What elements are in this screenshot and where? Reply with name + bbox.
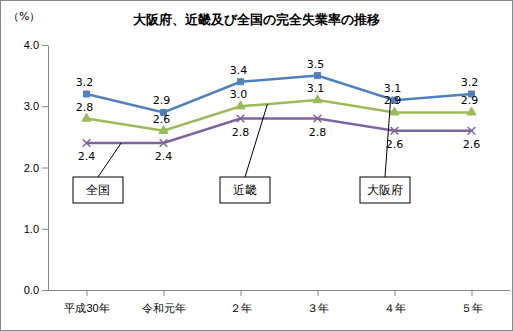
tick: ２年 xyxy=(230,290,252,314)
tick: 0.0 xyxy=(24,284,48,296)
tick: 3.0 xyxy=(24,100,48,112)
marker xyxy=(315,73,321,79)
series-line xyxy=(87,76,472,113)
data-label: 3.4 xyxy=(230,64,248,77)
tick-label: 0.0 xyxy=(24,284,39,296)
y-axis: 0.0 1.0 2.0 3.0 4.0 xyxy=(24,39,49,296)
data-labels: 3.22.93.43.53.13.22.82.63.03.12.92.92.42… xyxy=(76,58,481,163)
tick-label: ４年 xyxy=(384,302,406,314)
data-label: 2.9 xyxy=(153,94,171,107)
frame xyxy=(1,1,513,331)
series-line xyxy=(87,100,472,131)
x-axis: 平成30年 令和元年 ２年 ３年 ４年 ５年 xyxy=(48,290,510,314)
tick-mark xyxy=(472,290,473,296)
series-name: 全国 xyxy=(86,183,110,197)
data-label: 2.6 xyxy=(386,138,404,151)
callout-box xyxy=(73,177,123,203)
tick: 令和元年 xyxy=(142,290,186,314)
data-label: 3.2 xyxy=(461,76,479,89)
tick-mark xyxy=(318,290,319,296)
tick-label: ３年 xyxy=(307,302,329,314)
tick-mark xyxy=(42,290,48,291)
marker xyxy=(159,125,168,133)
marker xyxy=(82,113,91,121)
data-label: 3.2 xyxy=(76,76,94,89)
data-label: 3.1 xyxy=(307,82,325,95)
tick: ３年 xyxy=(307,290,329,314)
chart: 大阪府、近畿及び全国の完全失業率の推移 （%） 0.0 1.0 2.0 3.0 4.0 平成3… xyxy=(0,0,513,331)
data-label: 3.0 xyxy=(230,88,248,101)
tick-label: 1.0 xyxy=(24,223,39,235)
series-line xyxy=(87,119,472,144)
data-label: 2.8 xyxy=(232,126,250,139)
tick-mark xyxy=(395,290,396,296)
tick: ５年 xyxy=(461,290,483,314)
tick-mark xyxy=(42,168,48,169)
y-axis-title: （%） xyxy=(8,10,40,23)
tick: 1.0 xyxy=(24,223,48,235)
tick-label: 4.0 xyxy=(24,39,39,51)
marker xyxy=(314,115,322,123)
tick: 4.0 xyxy=(24,39,48,51)
title: 大阪府、近畿及び全国の完全失業率の推移 xyxy=(133,12,380,27)
data-label: 2.6 xyxy=(463,138,481,151)
marker xyxy=(236,101,245,109)
marker xyxy=(84,91,90,97)
tick-label: 平成30年 xyxy=(64,302,109,314)
tick-mark xyxy=(42,106,48,107)
tick-mark xyxy=(87,290,88,296)
data-label: 2.8 xyxy=(309,126,327,139)
data-label: 2.4 xyxy=(78,150,96,163)
callout-box xyxy=(220,177,270,203)
data-label: 2.9 xyxy=(384,94,402,107)
series-name: 大阪府 xyxy=(367,183,403,197)
marker xyxy=(313,95,322,103)
callout-line xyxy=(385,99,391,177)
series-name: 近畿 xyxy=(233,183,257,197)
tick-label: ５年 xyxy=(461,302,483,314)
plot-area xyxy=(82,73,476,147)
data-label: 2.4 xyxy=(155,150,173,163)
tick: 2.0 xyxy=(24,162,48,174)
tick-mark xyxy=(42,45,48,46)
callout-line xyxy=(245,104,267,177)
data-label: 3.1 xyxy=(384,82,402,95)
axis-line xyxy=(48,290,510,291)
marker xyxy=(467,107,476,115)
tick-mark xyxy=(241,290,242,296)
axis-line xyxy=(48,46,49,291)
callout-line xyxy=(98,143,121,177)
data-label: 2.9 xyxy=(461,94,479,107)
marker xyxy=(160,139,168,147)
tick-label: ２年 xyxy=(230,302,252,314)
tick-label: 2.0 xyxy=(24,162,39,174)
data-label: 3.5 xyxy=(307,58,325,71)
data-label: 2.6 xyxy=(153,113,171,126)
callout-box xyxy=(360,177,410,203)
marker xyxy=(83,139,91,147)
tick-label: 令和元年 xyxy=(142,302,186,314)
marker xyxy=(390,107,399,115)
tick-mark xyxy=(164,290,165,296)
tick-label: 3.0 xyxy=(24,100,39,112)
marker xyxy=(237,115,245,123)
data-label: 2.8 xyxy=(76,101,94,114)
marker xyxy=(238,79,244,85)
tick: ４年 xyxy=(384,290,406,314)
marker xyxy=(391,127,399,135)
marker xyxy=(468,127,476,135)
series-callouts: 大阪府 近畿 全国 xyxy=(73,99,410,203)
tick: 平成30年 xyxy=(64,290,109,314)
tick-mark xyxy=(42,229,48,230)
